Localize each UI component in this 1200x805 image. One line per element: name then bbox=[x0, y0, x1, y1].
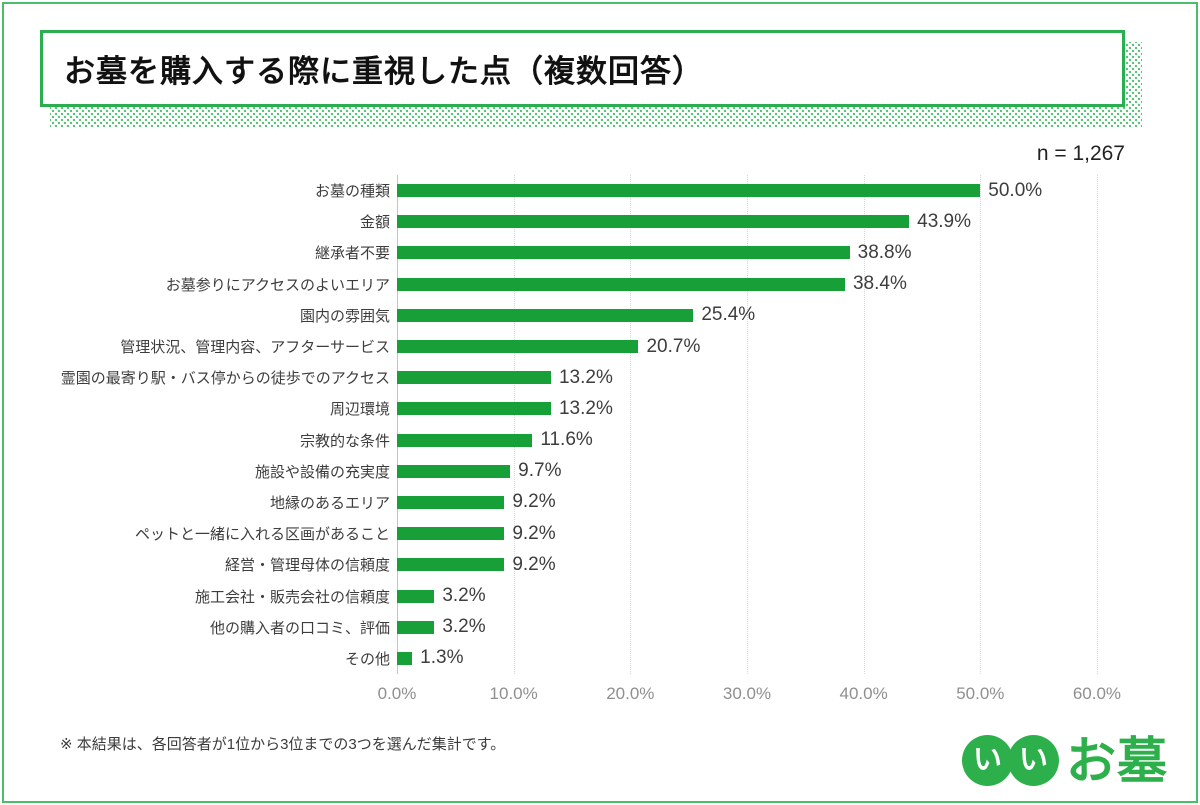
bar-chart: お墓の種類 50.0% 金額 43.9% 継承者不要 38.8% お墓参りにアクセスのよいエ… bbox=[0, 175, 1200, 703]
bar-row: 周辺環境 13.2% bbox=[0, 393, 1200, 424]
x-tick-label: 50.0% bbox=[956, 684, 1005, 703]
gridline bbox=[980, 175, 982, 674]
bar bbox=[397, 246, 850, 260]
gridline bbox=[746, 175, 748, 674]
y-axis-line bbox=[397, 175, 398, 674]
category-label: 宗教的な条件 bbox=[299, 432, 390, 450]
value-label: 13.2% bbox=[558, 366, 613, 388]
x-tick-label: 30.0% bbox=[722, 684, 772, 703]
value-label: 9.2% bbox=[512, 522, 556, 544]
value-label: 43.9% bbox=[917, 210, 971, 232]
bar-row: 地縁のあるエリア 9.2% bbox=[0, 487, 1200, 518]
category-label: 金額 bbox=[359, 214, 390, 232]
value-label: 3.2% bbox=[442, 585, 486, 607]
value-label: 9.2% bbox=[512, 491, 556, 513]
x-tick-label: 0.0% bbox=[377, 684, 417, 703]
gridline bbox=[1096, 175, 1098, 674]
sample-size-label: n = 1,267 bbox=[1036, 142, 1125, 165]
category-label: 施設や設備の充実度 bbox=[254, 463, 390, 481]
category-label: 地縁のあるエリア bbox=[269, 494, 390, 512]
bar-row: 経営・管理母体の信頼度 9.2% bbox=[0, 549, 1200, 580]
bar-row: 他の購入者の口コミ、評価 3.2% bbox=[0, 612, 1200, 643]
bar-rows: お墓の種類 50.0% 金額 43.9% 継承者不要 38.8% お墓参りにアクセスのよいエ… bbox=[0, 175, 1200, 674]
bar-row: 金額 43.9% bbox=[0, 206, 1200, 237]
bar bbox=[397, 308, 694, 322]
bar bbox=[397, 651, 413, 665]
x-tick-label: 10.0% bbox=[489, 684, 538, 703]
bar-row: 施工会社・販売会社の信頼度 3.2% bbox=[0, 580, 1200, 611]
bar-row: ペットと一緒に入れる区画があること 9.2% bbox=[0, 518, 1200, 549]
category-label: 経営・管理母体の信頼度 bbox=[224, 557, 390, 575]
x-tick-label: 60.0% bbox=[1072, 684, 1122, 703]
bar-row: お墓参りにアクセスのよいエリア 38.4% bbox=[0, 269, 1200, 300]
x-tick-label: 40.0% bbox=[839, 684, 888, 703]
x-tick-label: 20.0% bbox=[606, 684, 655, 703]
value-label: 20.7% bbox=[646, 335, 701, 357]
bar bbox=[397, 402, 551, 416]
bar-row: 霊園の最寄り駅・バス停からの徒歩でのアクセス 13.2% bbox=[0, 362, 1200, 393]
bar bbox=[397, 589, 435, 603]
value-label: 38.8% bbox=[857, 241, 912, 263]
value-label: 3.2% bbox=[442, 616, 486, 638]
category-label: 継承者不要 bbox=[314, 245, 390, 263]
bar bbox=[397, 371, 551, 385]
category-label: 園内の雰囲気 bbox=[299, 307, 390, 325]
value-label: 9.2% bbox=[512, 553, 556, 575]
page-title: お墓を購入する際に重視した点（複数回答） bbox=[64, 54, 704, 89]
category-label: 他の購入者の口コミ、評価 bbox=[209, 619, 390, 637]
bar bbox=[397, 215, 910, 229]
category-label: 管理状況、管理内容、アフターサービス bbox=[120, 339, 390, 357]
category-label: 霊園の最寄り駅・バス停からの徒歩でのアクセス bbox=[60, 370, 390, 388]
logo-circle-icon: い bbox=[1008, 735, 1059, 786]
brand-logo: い い お墓 bbox=[962, 735, 1168, 786]
title-box: お墓を購入する際に重視した点（複数回答） bbox=[40, 30, 1125, 107]
value-label: 13.2% bbox=[558, 397, 613, 419]
bar-row: 宗教的な条件 11.6% bbox=[0, 425, 1200, 456]
value-label: 38.4% bbox=[852, 273, 907, 295]
bar-row: お墓の種類 50.0% bbox=[0, 175, 1200, 206]
bar bbox=[397, 433, 533, 447]
gridline bbox=[513, 175, 515, 674]
bar-row: 継承者不要 38.8% bbox=[0, 237, 1200, 268]
value-label: 11.6% bbox=[540, 429, 593, 451]
footnote: ※ 本結果は、各回答者が1位から3位までの3つを選んだ集計です。 bbox=[60, 736, 506, 753]
plot-grid bbox=[397, 175, 1098, 674]
logo-circle-icon: い bbox=[962, 735, 1013, 786]
bar bbox=[397, 620, 435, 634]
category-label: 施工会社・販売会社の信頼度 bbox=[194, 588, 390, 606]
logo-text: お墓 bbox=[1066, 732, 1168, 789]
bar bbox=[397, 495, 505, 509]
bar bbox=[397, 340, 639, 354]
value-label: 25.4% bbox=[701, 304, 756, 326]
bar-row: 施設や設備の充実度 9.7% bbox=[0, 456, 1200, 487]
bar-row: 管理状況、管理内容、アフターサービス 20.7% bbox=[0, 331, 1200, 362]
gridline bbox=[630, 175, 632, 674]
bar-row: その他 1.3% bbox=[0, 643, 1200, 674]
category-label: 周辺環境 bbox=[329, 401, 390, 419]
value-label: 50.0% bbox=[988, 179, 1043, 201]
bar bbox=[397, 558, 505, 572]
gridline bbox=[863, 175, 865, 674]
category-label: ペットと一緒に入れる区画があること bbox=[134, 526, 390, 544]
category-label: お墓参りにアクセスのよいエリア bbox=[165, 276, 390, 294]
bar bbox=[397, 277, 845, 291]
bar bbox=[397, 184, 981, 198]
value-label: 1.3% bbox=[420, 647, 464, 669]
category-label: その他 bbox=[344, 650, 390, 668]
bar-row: 園内の雰囲気 25.4% bbox=[0, 300, 1200, 331]
bar bbox=[397, 464, 511, 478]
bar bbox=[397, 527, 505, 541]
value-label: 9.7% bbox=[518, 460, 562, 482]
category-label: お墓の種類 bbox=[314, 183, 390, 201]
